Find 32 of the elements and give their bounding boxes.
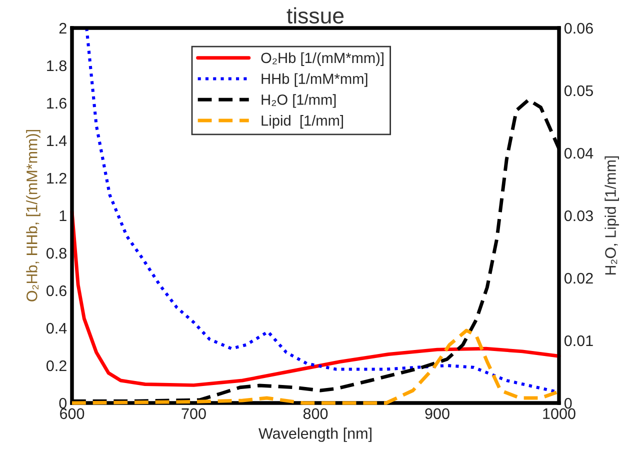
y2-tick-label: 0.04 [564, 148, 594, 159]
y2-tick-label: 0 [564, 398, 572, 409]
legend-label: O₂Hb [1/(mM*mm)] [261, 52, 384, 66]
y2-axis-title: H₂O, Lipid [1/mm] [604, 156, 619, 275]
x-tick-label: 1000 [543, 408, 576, 420]
legend-label: Lipid [1/mm] [262, 115, 343, 129]
x-tick-label: 800 [303, 408, 328, 420]
y-tick-label: 2 [59, 22, 66, 34]
y2-tick-label: 0.03 [564, 210, 593, 222]
y-tick-label: 1.6 [47, 98, 66, 109]
x-axis-title: Wavelength [nm] [258, 428, 372, 442]
y2-tick-label: 0.01 [564, 335, 593, 346]
y-axis-title: O₂Hb, HHb, [1/(mM*mm)] [26, 130, 40, 302]
legend-label: HHb [1/mM*mm] [262, 73, 368, 87]
chart-title: tissue [286, 7, 344, 24]
y-tick-label: 1.2 [47, 172, 66, 184]
y-tick-label: 0.2 [46, 360, 66, 372]
x-tick-label: 700 [182, 408, 206, 420]
y-tick-label: 0.8 [46, 248, 66, 259]
y2-tick-label: 0.06 [564, 22, 593, 34]
line-series [70, 328, 558, 405]
y-tick-label: 1.4 [47, 136, 67, 146]
y-tick-label: 0.6 [46, 285, 66, 296]
x-tick-label: 600 [60, 408, 84, 420]
y-tick-label: 1 [60, 210, 66, 222]
y-tick-label: 1.8 [47, 60, 66, 72]
legend-label: H₂O [1/mm] [262, 94, 336, 108]
y2-tick-label: 0.02 [564, 272, 593, 284]
y2-tick-label: 0.05 [564, 85, 593, 96]
y-tick-label: 0 [59, 398, 67, 409]
y-tick-label: 0.4 [46, 322, 67, 334]
x-tick-label: 900 [425, 408, 450, 420]
